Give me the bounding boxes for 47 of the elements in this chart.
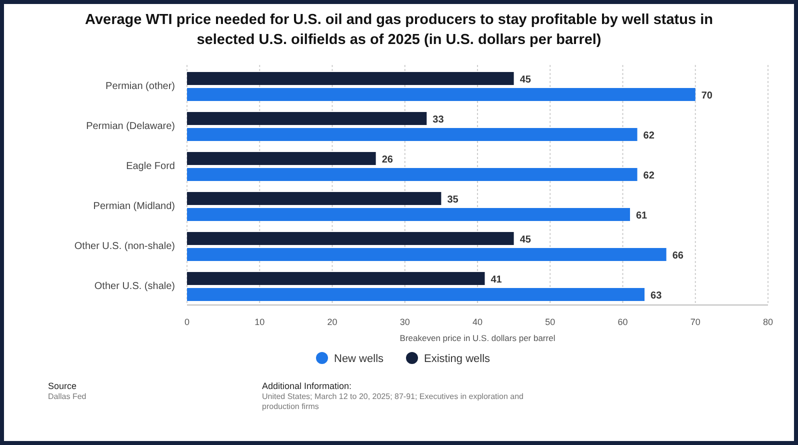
x-tick-label: 30 [400, 317, 410, 327]
x-tick-label: 40 [472, 317, 483, 327]
x-tick-label: 20 [327, 317, 338, 327]
x-tick-label: 0 [184, 317, 190, 327]
bar [187, 232, 514, 245]
x-tick-label: 70 [690, 317, 700, 327]
y-tick-label: Permian (other) [106, 81, 175, 92]
data-label: 61 [636, 210, 648, 222]
legend-label: Existing wells [424, 353, 491, 365]
bar [187, 248, 666, 261]
data-label: 45 [520, 74, 532, 86]
bar [187, 288, 645, 301]
bar [187, 88, 696, 101]
x-tick-label: 50 [545, 317, 556, 327]
data-label: 45 [520, 234, 532, 246]
y-tick-label: Permian (Delaware) [86, 121, 175, 132]
data-label: 70 [701, 90, 713, 102]
y-tick-label: Other U.S. (shale) [94, 281, 175, 292]
text: Source [48, 381, 77, 391]
y-tick-label: Eagle Ford [126, 161, 175, 172]
data-label: 26 [382, 154, 394, 166]
data-label: 35 [447, 194, 459, 206]
bar [187, 272, 485, 285]
legend-label: New wells [334, 353, 384, 365]
bar [187, 72, 514, 85]
x-tick-label: 80 [762, 317, 774, 327]
y-tick-label: Permian (Midland) [93, 201, 175, 212]
text: Dallas Fed [48, 392, 86, 401]
bar [187, 152, 376, 165]
text: United States; March 12 to 20, 2025; 87-91; Executives in exploration and production firms [262, 392, 524, 411]
data-label: 66 [672, 250, 684, 262]
y-tick-label: Other U.S. (non-shale) [74, 241, 175, 252]
bar [187, 128, 638, 141]
data-label: 62 [643, 130, 655, 142]
bar [187, 208, 630, 221]
x-tick-label: 10 [254, 317, 265, 327]
text: Additional Information: [262, 381, 352, 391]
x-tick-label: 60 [618, 317, 628, 327]
bar [187, 192, 442, 205]
bar [187, 112, 427, 125]
x-axis-title: Breakeven price in U.S. dollars per barrel [400, 333, 556, 343]
bar [187, 168, 638, 181]
chart-title: Average WTI price needed for U.S. oil and gas producers to stay profitable by well status in selected U.S. oilfields as of 2025 (in U.S. dollars per barrel) [85, 12, 713, 48]
data-label: 63 [650, 290, 662, 302]
data-label: 33 [432, 114, 444, 126]
data-label: 62 [643, 170, 655, 182]
data-label: 41 [490, 274, 502, 286]
